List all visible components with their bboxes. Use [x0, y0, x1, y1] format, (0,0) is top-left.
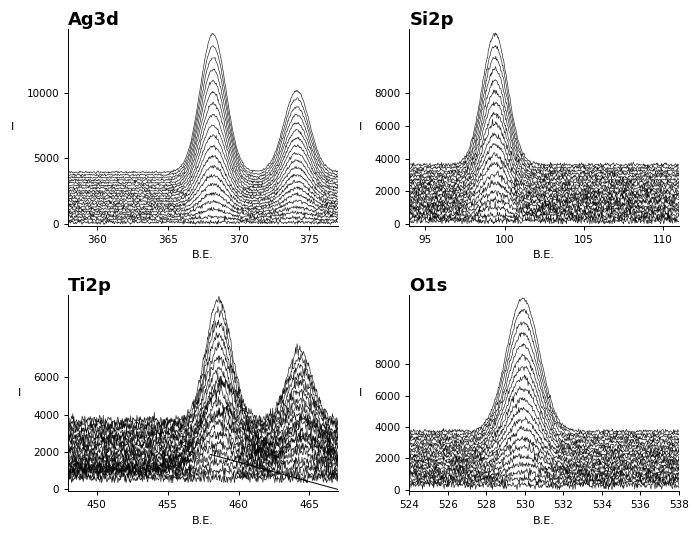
- Y-axis label: I: I: [11, 122, 15, 133]
- X-axis label: B.E.: B.E.: [192, 516, 214, 526]
- Y-axis label: I: I: [358, 122, 362, 133]
- X-axis label: B.E.: B.E.: [533, 516, 555, 526]
- Text: Ti2p: Ti2p: [69, 277, 112, 295]
- Y-axis label: I: I: [358, 388, 362, 398]
- X-axis label: B.E.: B.E.: [533, 250, 555, 260]
- X-axis label: B.E.: B.E.: [192, 250, 214, 260]
- Text: O1s: O1s: [410, 277, 448, 295]
- Text: Ag3d: Ag3d: [69, 11, 120, 29]
- Y-axis label: I: I: [18, 388, 21, 398]
- Text: Si2p: Si2p: [410, 11, 454, 29]
